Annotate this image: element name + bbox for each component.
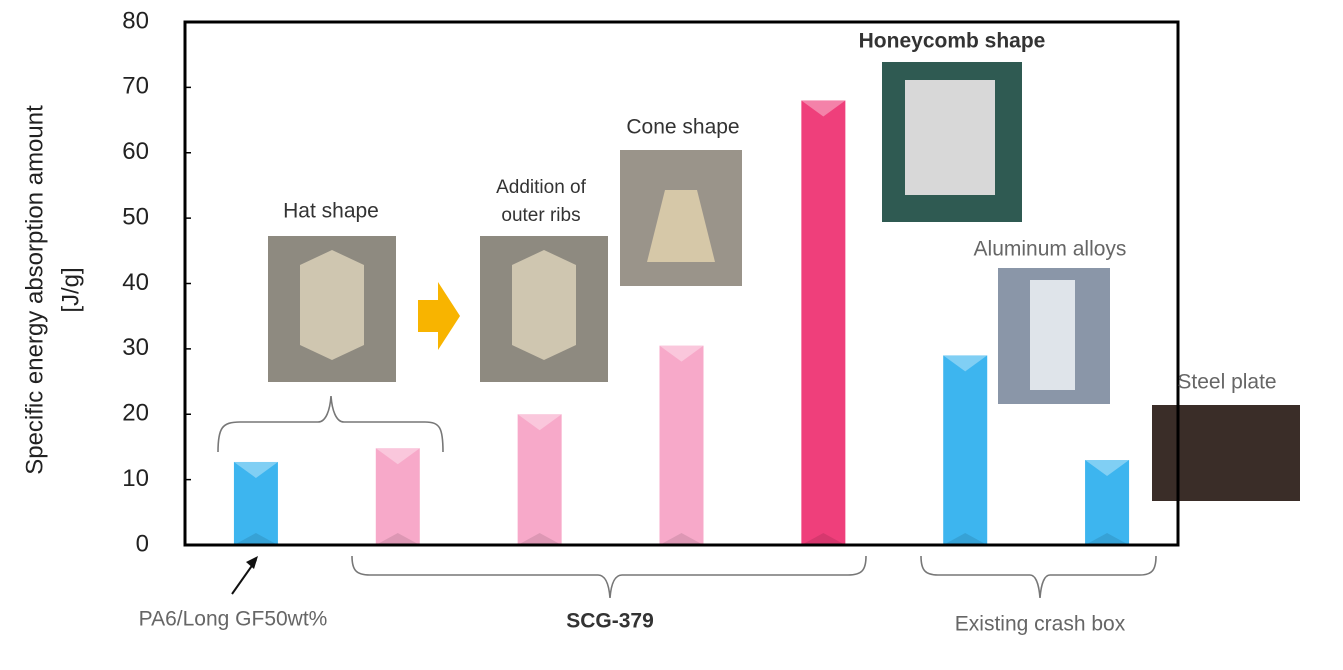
bar-bevel: [375, 533, 420, 545]
y-tick-label: 60: [122, 138, 149, 165]
bar: [517, 414, 562, 545]
annotation: Cone shape: [626, 116, 739, 139]
y-tick-label: 0: [136, 530, 149, 557]
bar-bevel: [943, 533, 988, 545]
photos: [268, 62, 1300, 501]
y-axis-label: [J/g]: [57, 267, 84, 312]
photo-shape: [647, 190, 715, 262]
bar-bevel: [1085, 533, 1130, 545]
bar-bevel: [233, 533, 278, 545]
pointer-head: [246, 556, 258, 569]
bar-bevel: [659, 345, 704, 362]
y-tick-label: 80: [122, 7, 149, 34]
annotation: outer ribs: [501, 205, 580, 226]
annotation: Steel plate: [1177, 371, 1276, 394]
bar-bevel: [517, 414, 562, 431]
bar: [1085, 460, 1130, 545]
bar: [943, 355, 988, 545]
y-tick-label: 20: [122, 400, 149, 427]
plot-frame: [183, 20, 1180, 547]
y-axis-label: Specific energy absorption amount: [21, 105, 48, 475]
bar-bevel: [375, 448, 420, 465]
photo-shape: [300, 250, 364, 360]
photo-steel: [1152, 405, 1300, 501]
y-tick-label: 30: [122, 334, 149, 361]
annotation: SCG-379: [566, 610, 654, 633]
annotation: Aluminum alloys: [974, 238, 1127, 261]
annotation: Honeycomb shape: [859, 30, 1046, 53]
bar-bevel: [659, 533, 704, 545]
brace: [920, 555, 1157, 599]
annotation: Hat shape: [283, 200, 379, 223]
photo-shape: [905, 80, 995, 195]
y-tick-label: 40: [122, 269, 149, 296]
bar-bevel: [517, 533, 562, 545]
bar-bevel: [943, 355, 988, 372]
bar: [375, 448, 420, 545]
y-tick-label: 70: [122, 73, 149, 100]
bar: [659, 345, 704, 545]
annotation: PA6/Long GF50wt%: [139, 608, 328, 631]
photo-shape: [1030, 280, 1075, 390]
brace: [351, 555, 867, 599]
brace: [217, 395, 444, 453]
arrow: [418, 282, 460, 350]
y-tick-label: 50: [122, 203, 149, 230]
bar-bevel: [801, 100, 846, 117]
bar-bevel: [233, 461, 278, 478]
braces: [217, 395, 1157, 599]
bar-bevel: [801, 533, 846, 545]
annotation: Existing crash box: [955, 613, 1126, 636]
bar: [233, 461, 278, 545]
annotation: Addition of: [496, 177, 587, 198]
photo-shape: [512, 250, 576, 360]
bar: [801, 100, 846, 545]
y-tick-label: 10: [122, 465, 149, 492]
bar-bevel: [1085, 460, 1130, 477]
